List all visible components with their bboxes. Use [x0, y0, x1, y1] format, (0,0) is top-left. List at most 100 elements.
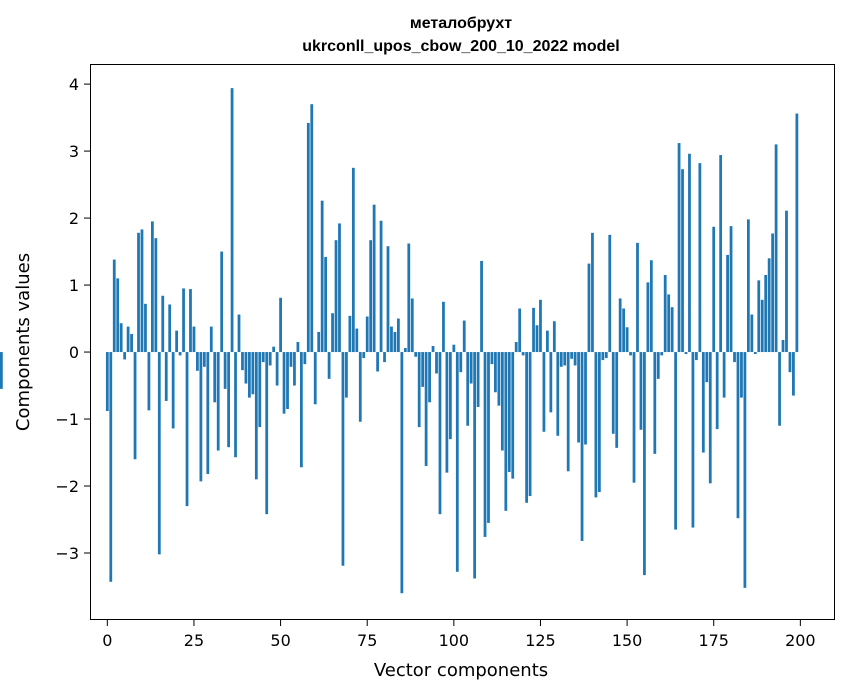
bar-138 [584, 352, 587, 445]
bar-129 [552, 321, 556, 353]
bar-91 [421, 352, 425, 387]
bar-124 [535, 325, 539, 353]
bar-17 [164, 352, 168, 401]
y-tick-label--1: −1 [55, 410, 79, 429]
chart-title: металобрухт [410, 15, 512, 32]
bar-84 [397, 318, 400, 353]
bar-177 [719, 155, 723, 353]
bar-156 [646, 282, 650, 353]
bar-147 [615, 352, 619, 448]
bar-11 [144, 303, 147, 353]
bar-167 [684, 352, 688, 355]
x-tick-label-175: 175 [698, 631, 729, 650]
bar-159 [656, 352, 660, 379]
bar-undefined [0, 352, 3, 389]
bar-190 [764, 275, 768, 353]
x-axis: 0 25 50 75 100 125 150 175 200 [102, 620, 816, 650]
bar-161 [663, 275, 667, 353]
bar-154 [639, 352, 643, 430]
bar-36 [230, 88, 234, 353]
bar-3 [116, 278, 120, 353]
bar-104 [466, 352, 470, 426]
bar-30 [209, 326, 213, 353]
bar-72 [355, 328, 359, 353]
bar-88 [410, 298, 414, 353]
bar-111 [490, 352, 494, 365]
bar-137 [580, 352, 584, 541]
bar-31 [213, 352, 217, 403]
bar-23 [185, 352, 189, 507]
bar-191 [767, 258, 771, 353]
bar-115 [504, 352, 508, 511]
x-tick-label-0: 0 [102, 631, 112, 650]
bar-118 [514, 342, 518, 353]
bar-133 [566, 352, 570, 472]
bar-55 [296, 342, 300, 353]
bar-6 [126, 326, 130, 353]
bar-71 [351, 167, 355, 353]
bar-169 [691, 352, 695, 528]
y-tick-label-1: 1 [69, 276, 79, 295]
bar-2 [112, 259, 116, 353]
bar-15 [157, 352, 161, 555]
bar-8 [133, 352, 137, 460]
bar-27 [199, 352, 203, 482]
bar-102 [459, 352, 463, 373]
bar-83 [393, 331, 397, 353]
bar-10 [140, 229, 144, 353]
bar-65 [331, 313, 334, 353]
bar-14 [154, 238, 158, 353]
bar-145 [608, 234, 612, 353]
bar-170 [695, 352, 698, 361]
bar-189 [760, 299, 764, 353]
bar-70 [348, 315, 352, 353]
bar-32 [216, 352, 220, 451]
bar-164 [674, 352, 677, 530]
bar-38 [237, 314, 241, 353]
bar-48 [272, 346, 276, 353]
bar-21 [178, 352, 182, 356]
bar-80 [383, 352, 386, 363]
bar-50 [279, 297, 282, 353]
bar-92 [424, 352, 428, 466]
bar-81 [386, 246, 390, 353]
bar-149 [622, 308, 626, 353]
bar-87 [407, 243, 411, 353]
bar-119 [518, 308, 522, 353]
bar-143 [601, 352, 605, 361]
bar-182 [736, 352, 740, 519]
bar-43 [254, 352, 258, 480]
bar-174 [708, 352, 712, 484]
bar-7 [130, 333, 133, 353]
bar-35 [227, 352, 230, 448]
bar-37 [234, 352, 237, 458]
bar-44 [258, 352, 262, 428]
bar-123 [532, 307, 535, 353]
bar-110 [487, 352, 490, 523]
bar-135 [573, 352, 577, 366]
bar-180 [729, 226, 733, 353]
bar-195 [781, 339, 785, 353]
bar-20 [175, 330, 179, 353]
bar-51 [282, 352, 286, 414]
bar-130 [556, 352, 560, 436]
bar-113 [497, 352, 501, 406]
bar-173 [705, 352, 709, 383]
bar-112 [494, 352, 497, 393]
bar-198 [792, 352, 795, 396]
bar-146 [611, 352, 615, 434]
bar-9 [137, 232, 140, 353]
bar-79 [379, 220, 383, 353]
bar-131 [559, 352, 563, 367]
bar-136 [577, 352, 580, 443]
bar-108 [480, 260, 483, 353]
bar-168 [688, 153, 691, 353]
bar-97 [442, 301, 445, 353]
bar-45 [261, 352, 265, 363]
bar-0 [105, 352, 109, 411]
bar-29 [206, 352, 210, 474]
bar-33 [220, 251, 224, 353]
x-tick-label-75: 75 [357, 631, 377, 650]
chart-subtitle: ukrconll_upos_cbow_200_10_2022 model [302, 38, 619, 55]
bar-139 [587, 263, 591, 353]
